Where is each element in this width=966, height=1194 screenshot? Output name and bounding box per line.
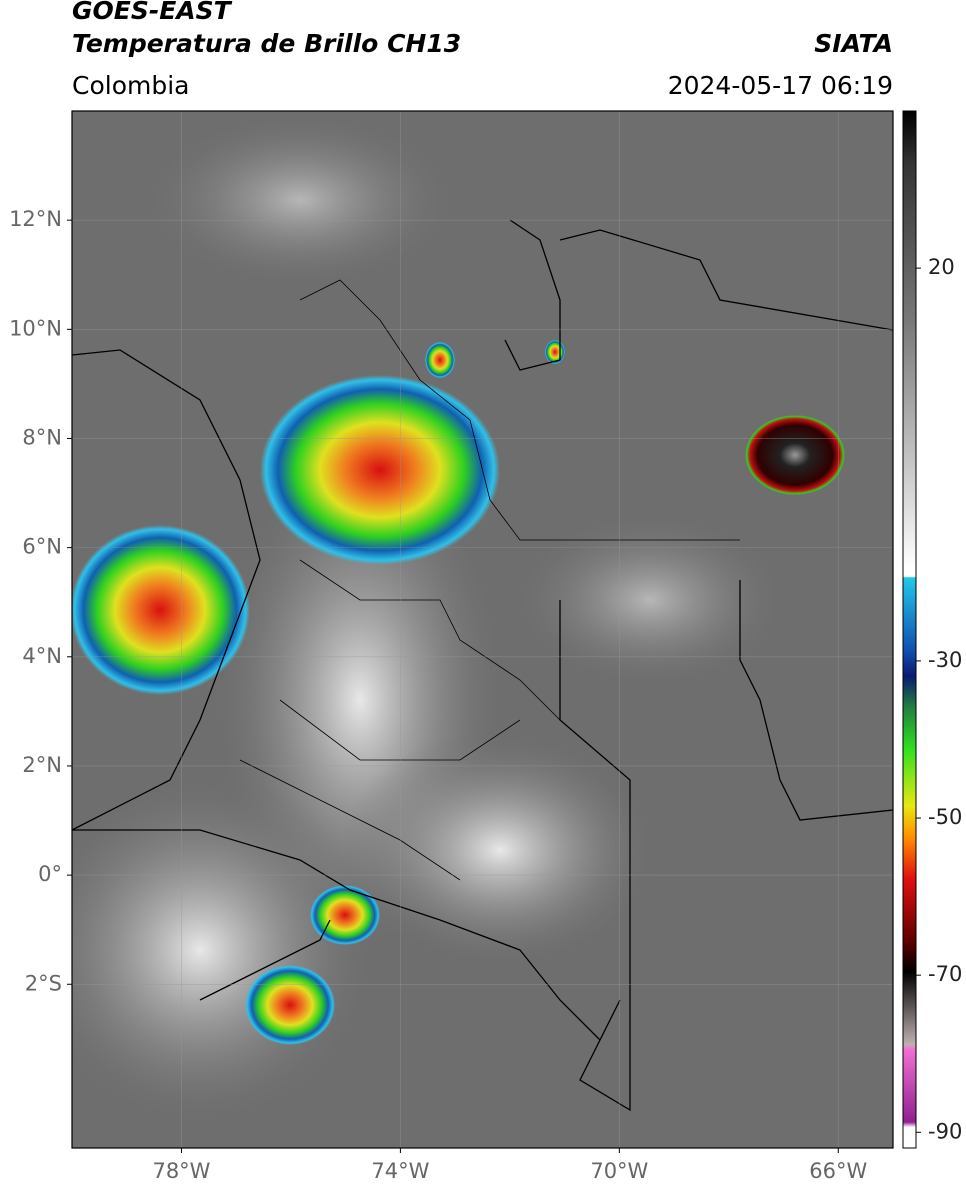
x-tick-label: 70°W bbox=[590, 1159, 648, 1183]
x-tick-label: 78°W bbox=[152, 1159, 210, 1183]
source-label: SIATA bbox=[814, 29, 893, 58]
map-image bbox=[72, 111, 893, 1148]
colorbar-tick-label: -30 bbox=[928, 648, 962, 672]
y-tick-label: 10°N bbox=[9, 316, 62, 340]
colorbar-tick-label: -70 bbox=[928, 962, 962, 986]
datetime-label: 2024-05-17 06:19 bbox=[668, 71, 893, 100]
region-label: Colombia bbox=[72, 71, 189, 100]
y-tick-label: 6°N bbox=[22, 535, 62, 559]
grid bbox=[72, 111, 893, 1148]
y-tick-label: 2°N bbox=[22, 753, 62, 777]
y-tick-label: 2°S bbox=[25, 971, 62, 995]
x-tick-label: 74°W bbox=[371, 1159, 429, 1183]
product-title: Temperatura de Brillo CH13 bbox=[72, 29, 461, 58]
colorbar-tick-label: 20 bbox=[928, 255, 955, 279]
y-tick-label: 0° bbox=[38, 862, 62, 886]
satellite-title: GOES-EAST bbox=[72, 0, 233, 25]
y-tick-label: 8°N bbox=[22, 425, 62, 449]
y-tick-label: 12°N bbox=[9, 207, 62, 231]
colorbar-tick-label: -50 bbox=[928, 805, 962, 829]
y-tick-label: 4°N bbox=[22, 644, 62, 668]
x-tick-label: 66°W bbox=[809, 1159, 867, 1183]
map-frame bbox=[71, 110, 894, 1149]
colorbar-tick-label: -90 bbox=[928, 1119, 962, 1143]
colorbar bbox=[902, 110, 917, 1149]
